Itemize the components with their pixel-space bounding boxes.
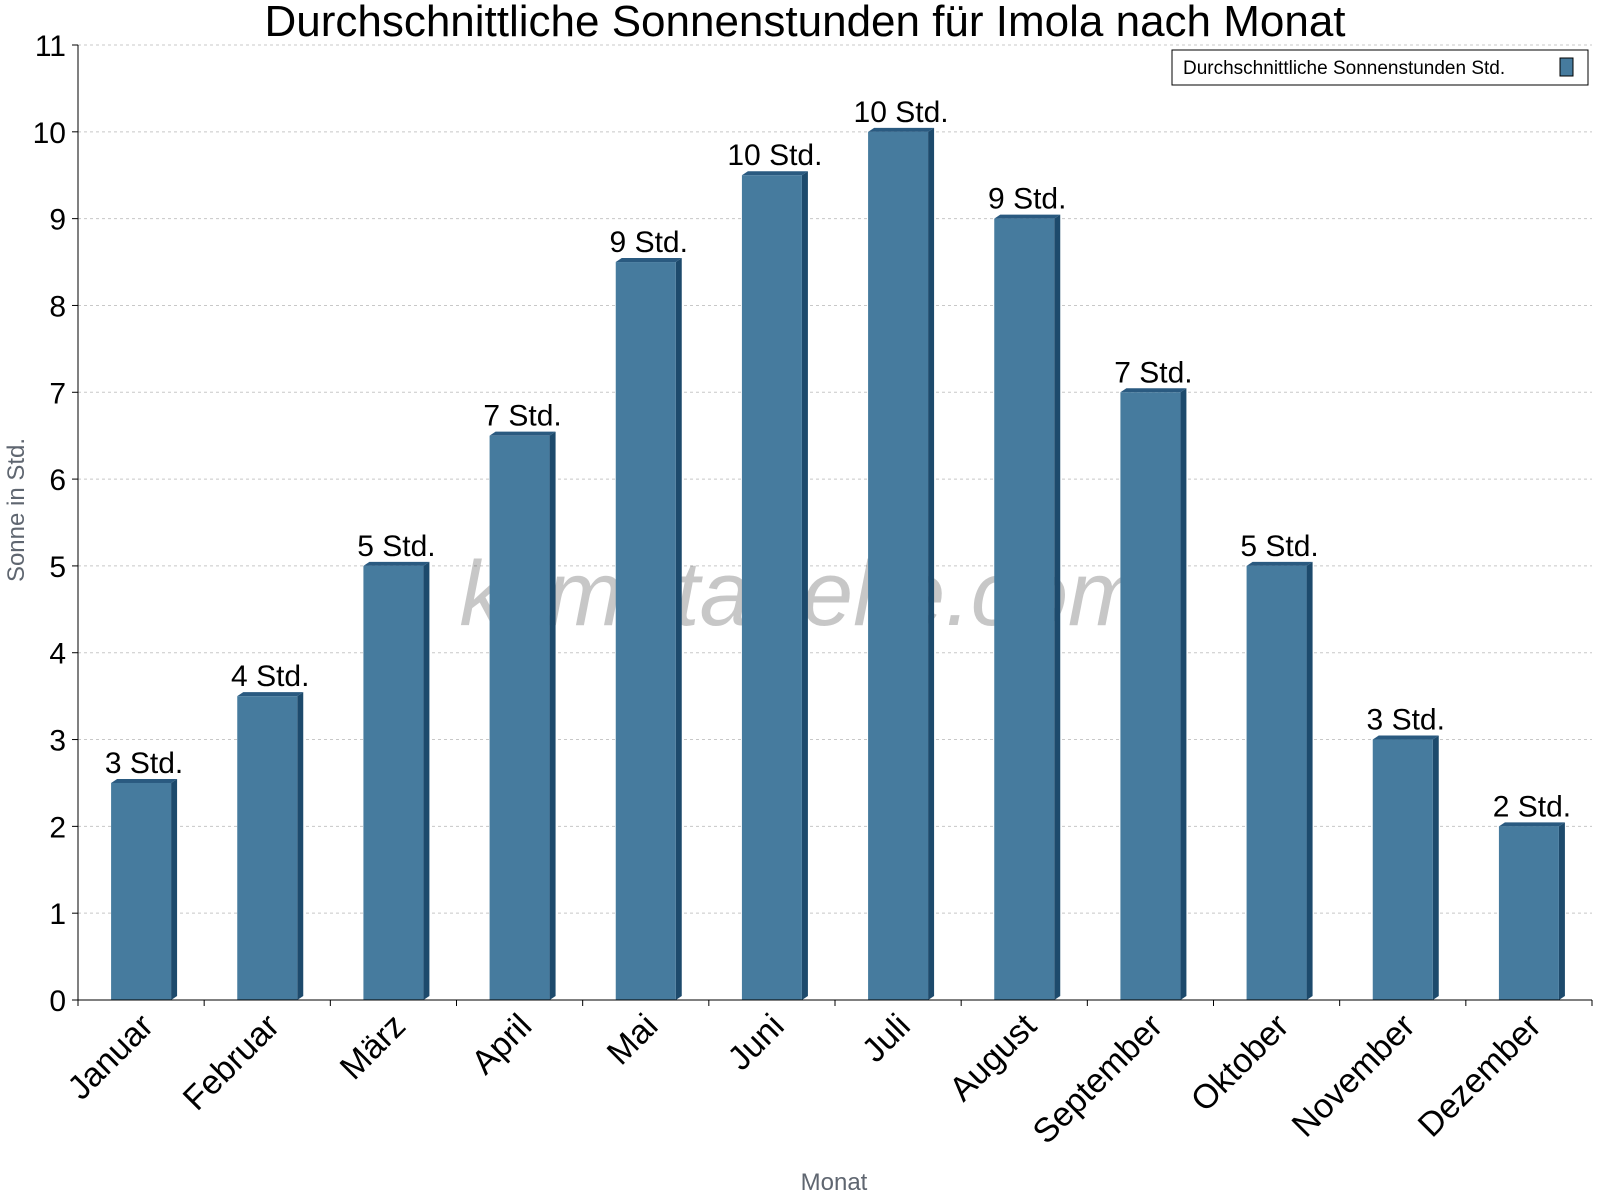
bar-side (675, 258, 682, 1001)
data-label: 10 Std. (727, 139, 822, 172)
bar-top (363, 561, 430, 566)
x-tick-label: April (464, 1007, 539, 1082)
bar-side (1306, 561, 1313, 1000)
bar-side (171, 778, 178, 1000)
x-tick-label: Februar (176, 1007, 287, 1118)
y-tick-label: 2 (49, 811, 66, 844)
y-tick-label: 8 (49, 290, 66, 323)
y-tick-label: 7 (49, 377, 66, 410)
y-tick-label: 10 (33, 117, 66, 150)
bar (1498, 826, 1559, 1000)
x-tick-label: Januar (60, 1007, 160, 1107)
bar-side (297, 692, 304, 1000)
x-axis-ticks: Januar Februar März April Mai Juni Juli AugustS… (60, 1000, 1593, 1151)
data-label: 7 Std. (1114, 356, 1192, 389)
bar-top (615, 258, 682, 263)
bar-side (423, 561, 430, 1000)
y-tick-label: 0 (49, 985, 66, 1018)
bar-side (1558, 822, 1565, 1000)
bar-side (928, 127, 935, 1001)
bar (868, 131, 929, 1000)
data-label: 5 Std. (357, 530, 435, 563)
bar-top (994, 214, 1061, 219)
data-label: 7 Std. (483, 400, 561, 433)
legend-label: Durchschnittliche Sonnenstunden Std. (1183, 58, 1505, 79)
x-tick-label: Dezember (1411, 1007, 1549, 1145)
axes (77, 45, 1592, 1001)
y-tick-label: 3 (49, 725, 66, 758)
bar (237, 696, 298, 1000)
bar-top (1120, 388, 1187, 393)
legend-box (1171, 49, 1589, 86)
data-label: 9 Std. (988, 183, 1066, 216)
bar (741, 175, 802, 1000)
y-axis-title: Sonne in Std. (3, 438, 30, 582)
data-label: 4 Std. (231, 660, 309, 693)
bar (111, 782, 172, 1000)
bar (489, 435, 550, 1000)
chart-title: Durchschnittliche Sonnenstunden für Imol… (264, 0, 1345, 46)
y-tick-label: 1 (49, 898, 66, 931)
x-tick-label: Oktober (1184, 1007, 1296, 1119)
y-tick-label: 11 (35, 30, 66, 63)
x-tick-label: Mai (600, 1007, 666, 1073)
bar (1120, 392, 1181, 1001)
bar-side (801, 171, 808, 1000)
bar (363, 565, 424, 1000)
bar-top (237, 692, 304, 697)
bar-side (549, 431, 556, 1000)
y-tick-label: 6 (49, 464, 66, 497)
bars (111, 127, 1565, 1001)
bar-top (1498, 822, 1565, 827)
data-label: 3 Std. (105, 747, 183, 780)
y-axis-ticks: 0 1 2 3 4 5 6 7 8 9 10 11 (33, 30, 78, 1018)
data-label: 3 Std. (1367, 704, 1445, 737)
x-tick-label: März (333, 1007, 413, 1087)
bar-top (489, 431, 556, 436)
y-tick-label: 4 (49, 638, 66, 671)
x-tick-label: August (942, 1006, 1044, 1108)
legend-swatch (1559, 57, 1574, 77)
bar (994, 218, 1055, 1001)
bar-side (1180, 388, 1187, 1001)
x-tick-label: Juni (721, 1007, 792, 1078)
bar (1246, 565, 1307, 1000)
bar-side (1432, 735, 1439, 1000)
data-labels: 3 Std. 4 Std. 5 Std. 7 Std. 9 Std. 10 Std. 10 … (105, 96, 1571, 824)
bar-top (868, 127, 935, 132)
x-axis-title: Monat (801, 1169, 868, 1196)
legend: Durchschnittliche Sonnenstunden Std. (1171, 49, 1589, 86)
x-tick-label: November (1285, 1007, 1423, 1145)
x-tick-label: Juli (855, 1007, 918, 1070)
bar-top (1372, 735, 1439, 740)
bar-side (1054, 214, 1061, 1001)
bar-top (1246, 561, 1313, 566)
data-label: 5 Std. (1240, 530, 1318, 563)
data-label: 2 Std. (1493, 790, 1571, 823)
x-tick-label: September (1026, 1007, 1170, 1151)
bar-top (111, 778, 178, 783)
y-tick-label: 5 (49, 551, 66, 584)
y-tick-label: 9 (49, 204, 66, 237)
grid-lines (78, 44, 1592, 914)
bar-top (741, 171, 808, 176)
bar (615, 262, 676, 1001)
data-label: 10 Std. (854, 96, 949, 129)
bar (1372, 739, 1433, 1000)
data-label: 9 Std. (610, 226, 688, 259)
